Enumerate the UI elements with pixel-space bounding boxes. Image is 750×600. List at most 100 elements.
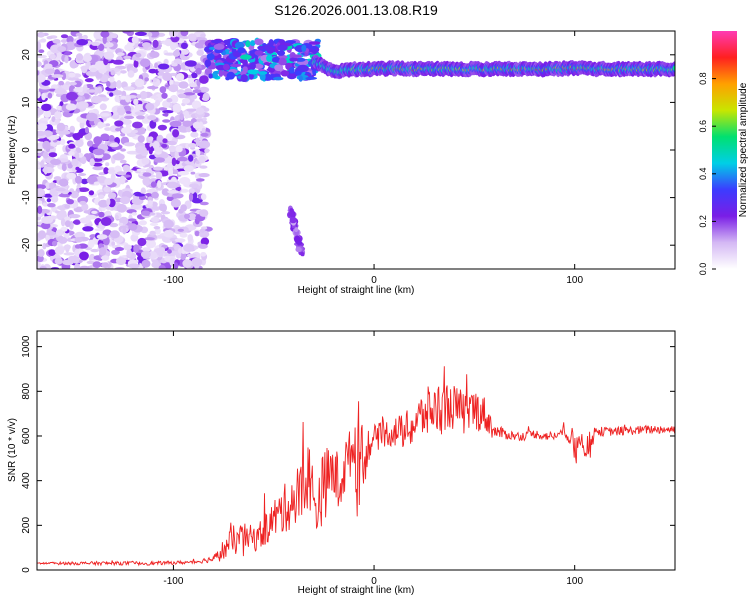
figure-title: S126.2026.001.13.08.R19 (274, 2, 438, 18)
spectrogram-cell (37, 123, 48, 131)
spectrogram-cell (174, 238, 186, 243)
spectrogram-cell (161, 235, 173, 243)
snr-series-line (37, 366, 675, 567)
spectrogram-cell (271, 56, 281, 63)
spectrogram-cell (150, 181, 157, 188)
spectrogram-cell (114, 120, 124, 127)
spectrogram-cell (108, 135, 115, 143)
spectrogram-cell (177, 93, 187, 99)
y-tick-label: 800 (21, 383, 32, 400)
spectrogram-cell (116, 107, 126, 116)
spectrogram-cell (272, 76, 284, 81)
spectrogram-cell (74, 237, 83, 243)
spectrogram-cell (43, 110, 52, 118)
spectrogram-cell (119, 175, 126, 185)
spectrogram-cell (64, 220, 71, 228)
spectrogram-cell (122, 86, 135, 91)
spectrogram-cell (76, 39, 88, 46)
spectrogram-cell (37, 90, 41, 99)
spectrogram-cell (68, 150, 75, 156)
spectrogram-cell (180, 31, 189, 37)
spectrogram-cell (91, 95, 103, 104)
spectrogram-cell (234, 41, 245, 50)
spectrogram-cell (672, 65, 675, 71)
spectrogram-cell (180, 204, 188, 212)
spectrogram-cell (266, 54, 273, 62)
spectrogram-cell (163, 58, 169, 65)
spectrogram-cell (91, 210, 98, 214)
spectrogram-cell (93, 136, 103, 145)
spectrogram-cell (45, 234, 50, 242)
spectrogram-cell (75, 32, 83, 37)
spectrogram-cell (202, 117, 207, 121)
spectrogram-cell (149, 51, 160, 58)
spectrogram-cell (226, 71, 235, 80)
spectrogram-cell (75, 53, 84, 61)
spectrogram-cell (124, 115, 135, 120)
spectrogram-cell (86, 112, 98, 122)
spectrogram-cell (121, 119, 132, 125)
spectrogram-cell (308, 41, 321, 45)
spectrogram-cell (81, 203, 89, 211)
spectrogram-cell (144, 237, 155, 241)
spectrogram-cell (123, 55, 132, 60)
spectrogram-cell (156, 134, 164, 143)
spectrogram-cell (97, 86, 103, 94)
spectrogram-cell (131, 36, 139, 44)
spectrogram-cell (54, 257, 63, 265)
spectrogram-cell (277, 44, 288, 51)
spectrogram-cell (60, 39, 68, 43)
spectrogram-cell (161, 143, 168, 148)
spectrogram-cell (165, 133, 173, 142)
spectrogram-cell (61, 163, 67, 172)
spectrogram-cell (116, 171, 127, 176)
spectrogram-cell (142, 247, 151, 252)
spectrogram-cell (54, 118, 60, 124)
spectrogram-cell (50, 44, 62, 54)
spectrogram-cell (122, 164, 130, 172)
spectrogram-cell (148, 68, 157, 74)
spectrogram-cell (37, 200, 43, 205)
spectrogram-cell (103, 186, 112, 193)
spectrogram-cell (295, 246, 302, 253)
spectrogram-cell (290, 210, 295, 218)
spectrogram-cell (132, 121, 143, 129)
spectrogram-cell (96, 234, 108, 240)
snr-x-axis-label: Height of straight line (km) (298, 585, 415, 596)
spectrogram-cell (128, 263, 140, 269)
spectrogram-cell (53, 176, 62, 181)
spectrogram-cell (168, 84, 179, 93)
spectrogram-cell (113, 111, 119, 116)
spectrogram-cell (178, 81, 189, 89)
spectrogram-cell (206, 53, 215, 61)
spectrogram-cell (110, 69, 116, 76)
spectrogram-cell (191, 72, 198, 79)
spectrogram-cell (198, 173, 210, 178)
spectrogram-heatmap (37, 31, 675, 269)
spectrogram-cell (157, 180, 162, 189)
spectrogram-cell (111, 249, 120, 255)
spectrogram-cell (171, 62, 178, 67)
spectrogram-cell (162, 110, 174, 114)
spectrogram-cell (167, 249, 172, 254)
spectrogram-cell (104, 127, 112, 131)
y-tick-label: 0 (21, 567, 32, 573)
spectrogram-cell (163, 229, 175, 238)
spectrogram-cell (180, 35, 189, 40)
spectrogram-cell (58, 209, 67, 218)
y-tick-label: 10 (21, 96, 32, 108)
spectrogram-cell (149, 230, 156, 236)
spectrogram-cell (162, 100, 171, 108)
spectrogram-cell (126, 150, 139, 155)
spectrogram-cell (179, 252, 187, 260)
colorbar-tick-label: 0.8 (698, 72, 708, 85)
spectrogram-cell (223, 63, 230, 71)
spectrogram-cell (37, 41, 42, 51)
spectrogram-cell (136, 94, 142, 99)
spectrogram-cell (150, 95, 159, 99)
spectrogram-cell (158, 107, 168, 111)
spectrogram-cell (66, 91, 78, 101)
spectrogram-cell (120, 95, 126, 100)
